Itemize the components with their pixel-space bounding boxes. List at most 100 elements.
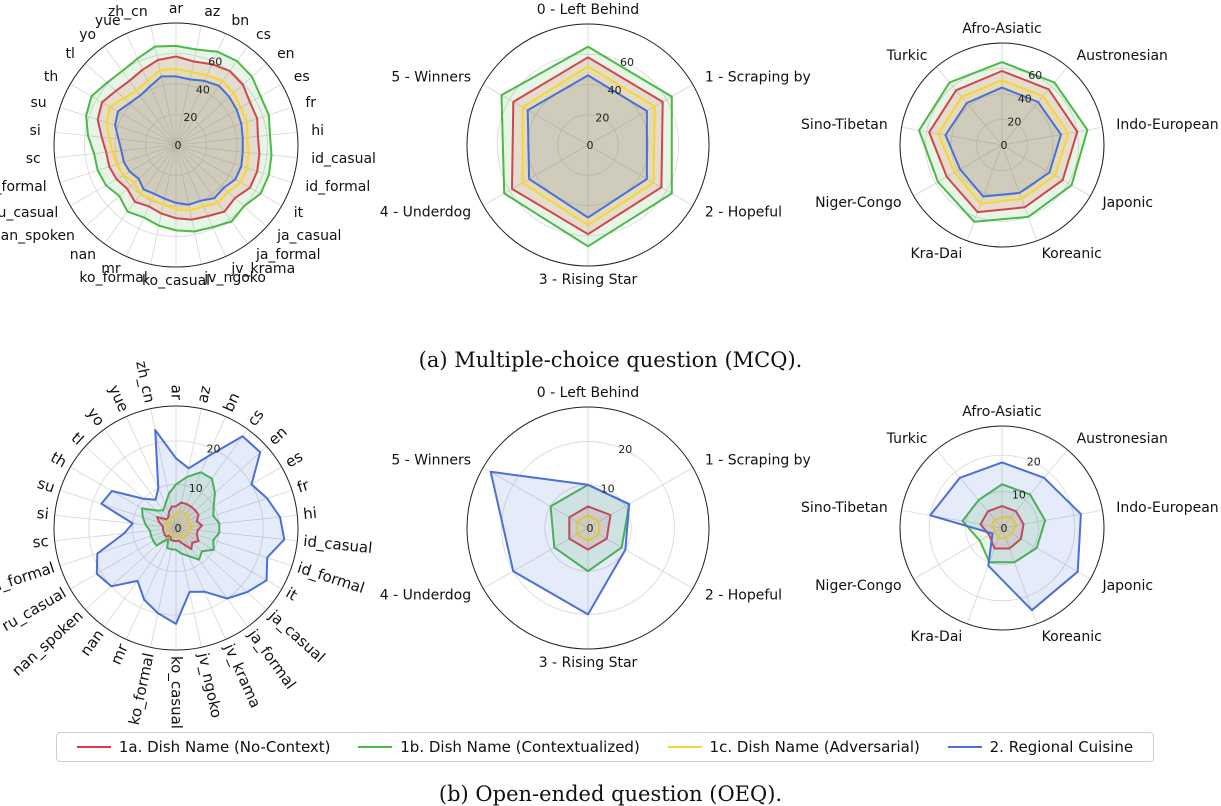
spoke xyxy=(913,527,1003,580)
outer-ring xyxy=(899,425,1105,631)
spoke xyxy=(175,25,202,146)
category-label: yo xyxy=(83,404,108,429)
category-label: Kra-Dai xyxy=(910,246,962,262)
category-label: id_casual xyxy=(311,151,376,167)
legend-label: 1b. Dish Name (Contextualized) xyxy=(400,738,640,756)
spoke xyxy=(59,144,177,184)
category-label: Japonic xyxy=(1101,195,1153,211)
category-label: id_formal xyxy=(295,559,367,599)
category-label: su xyxy=(30,95,46,111)
legend-swatch xyxy=(667,746,702,748)
category-label: yue xyxy=(105,382,133,415)
category-label: ko_formal xyxy=(125,651,159,727)
spoke xyxy=(175,144,282,207)
radar-panel-3: 0 20 40 60 Afro-Asiatic Austronesian Indo-Euro… xyxy=(801,21,1219,262)
category-label: bn xyxy=(231,13,249,29)
category-label: yue xyxy=(95,13,121,29)
radial-tick-label: 10 xyxy=(189,482,203,495)
category-label: 5 - Winners xyxy=(391,453,471,469)
category-label: es xyxy=(282,447,306,471)
spoke xyxy=(70,527,177,590)
series-1c-dish-name-adversarial xyxy=(521,65,656,227)
category-label: en xyxy=(277,46,295,62)
outer-ring xyxy=(53,22,299,268)
radial-tick-label: 10 xyxy=(1012,489,1026,502)
radar-panel-6: 0 10 20 Afro-Asiatic Austronesian Indo-Europe… xyxy=(801,404,1219,645)
category-label: fr xyxy=(295,476,312,497)
radial-tick-label: 40 xyxy=(196,83,210,96)
category-label: 3 - Rising Star xyxy=(539,272,638,288)
category-label: Afro-Asiatic xyxy=(962,404,1041,420)
category-label: 4 - Underdog xyxy=(380,588,471,604)
category-label: Kra-Dai xyxy=(910,629,962,645)
spoke xyxy=(966,527,1003,624)
category-label: it xyxy=(283,584,301,605)
category-label: id_casual xyxy=(302,532,373,558)
category-label: nan xyxy=(70,247,96,263)
category-label: ja_formal xyxy=(255,247,321,263)
spoke xyxy=(85,446,177,529)
radial-tick-label: 0 xyxy=(175,522,182,535)
radial-tick-label: 60 xyxy=(1028,69,1042,82)
spoke xyxy=(175,514,298,529)
series-2-regional-cuisine xyxy=(95,429,286,625)
spoke xyxy=(1001,66,1068,146)
category-label: id_formal xyxy=(305,179,370,195)
legend-swatch xyxy=(947,746,982,748)
outer-ring xyxy=(466,23,710,267)
caption-mcq: (a) Multiple-choice question (MCQ). xyxy=(418,348,803,372)
spoke xyxy=(54,527,177,542)
spoke xyxy=(913,144,1003,197)
category-label: 1 - Scraping by xyxy=(705,70,811,86)
spoke xyxy=(587,84,693,146)
category-label: ko_formal xyxy=(79,270,147,286)
spoke xyxy=(175,489,293,529)
spoke xyxy=(103,527,177,627)
category-label: Niger-Congo xyxy=(815,195,901,211)
spoke xyxy=(54,514,177,529)
series-1c-dish-name-adversarial xyxy=(105,67,250,212)
category-label: Sino-Tibetan xyxy=(801,500,888,516)
spoke xyxy=(175,106,293,146)
category-label: Koreanic xyxy=(1042,629,1102,645)
category-label: th xyxy=(48,448,70,471)
category-label: ru_casual xyxy=(0,205,58,221)
radial-tick-label: 20 xyxy=(1027,455,1041,468)
series-1c-dish-name-adversarial xyxy=(575,514,601,542)
radial-tick-label: 0 xyxy=(587,522,594,535)
category-label: ko_casual xyxy=(142,273,210,289)
category-label: Austronesian xyxy=(1077,431,1168,447)
series-1a-dish-name-no-context xyxy=(568,505,612,551)
radial-tick-label: 0 xyxy=(587,139,594,152)
category-label: hi xyxy=(302,504,317,523)
category-label: cs xyxy=(256,27,271,43)
category-label: 2 - Hopeful xyxy=(705,588,782,604)
spoke xyxy=(483,467,589,529)
category-label: ko_casual xyxy=(167,656,186,729)
category-label: nan xyxy=(76,626,107,659)
series-1c-dish-name-adversarial xyxy=(990,515,1018,540)
spoke xyxy=(1001,527,1038,624)
spoke xyxy=(483,527,589,589)
spoke xyxy=(175,131,298,146)
series-1a-dish-name-no-context xyxy=(511,56,664,236)
radial-tick-label: 20 xyxy=(183,111,197,124)
spoke xyxy=(70,83,177,146)
spoke xyxy=(150,527,177,648)
legend-item-adversarial: 1c. Dish Name (Adversarial) xyxy=(667,738,920,756)
category-label: th xyxy=(44,69,58,85)
spoke xyxy=(175,83,282,146)
legend-swatch xyxy=(76,746,111,748)
category-label: Turkic xyxy=(886,431,928,447)
category-label: sc xyxy=(32,532,50,552)
category-label: jv_krama xyxy=(230,261,295,277)
spoke xyxy=(901,509,1003,529)
radar-panel-2: 0 20 40 60 0 - Left Behind 1 - Scraping by 2 -… xyxy=(380,2,811,288)
category-label: Indo-European xyxy=(1116,500,1218,516)
category-label: 5 - Winners xyxy=(391,70,471,86)
spoke xyxy=(175,527,293,567)
spoke xyxy=(175,527,202,648)
category-label: zh_cn xyxy=(108,4,148,20)
